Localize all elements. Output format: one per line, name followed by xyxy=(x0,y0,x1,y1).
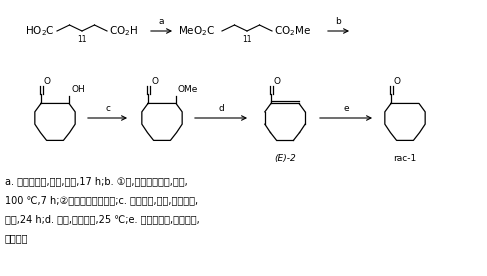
Text: OMe: OMe xyxy=(178,86,198,94)
Text: OH: OH xyxy=(71,86,85,94)
Text: 11: 11 xyxy=(77,35,87,44)
Text: e: e xyxy=(343,104,349,113)
Text: 100 ℃,7 h;②一水合对甲苯磺酸;c. 甲磺酰氯,吡啶,二氯甲烷,: 100 ℃,7 h;②一水合对甲苯磺酸;c. 甲磺酰氯,吡啶,二氯甲烷, xyxy=(5,195,198,205)
Text: a. 对甲苯磺酸,甲醇,回流,17 h;b. ①钠,三甲基氯化硅,甲苯,: a. 对甲苯磺酸,甲醇,回流,17 h;b. ①钠,三甲基氯化硅,甲苯, xyxy=(5,176,188,186)
Text: CO$_2$H: CO$_2$H xyxy=(109,24,138,38)
Text: O: O xyxy=(151,78,158,86)
Text: c: c xyxy=(105,104,110,113)
Text: (E)-2: (E)-2 xyxy=(274,154,296,163)
Text: rac-1: rac-1 xyxy=(393,154,416,163)
Text: O: O xyxy=(274,78,281,86)
Text: a: a xyxy=(158,17,164,26)
Text: O: O xyxy=(394,78,401,86)
Text: b: b xyxy=(335,17,341,26)
Text: O: O xyxy=(44,78,51,86)
Text: CO$_2$Me: CO$_2$Me xyxy=(274,24,311,38)
Text: 四氢呋喃: 四氢呋喃 xyxy=(5,233,29,243)
Text: 11: 11 xyxy=(242,35,252,44)
Text: MeO$_2$C: MeO$_2$C xyxy=(178,24,215,38)
Text: 室温,24 h;d. 硫酸,二氯甲烷,25 ℃;e. 甲基碘化镁,碘化亚铜,: 室温,24 h;d. 硫酸,二氯甲烷,25 ℃;e. 甲基碘化镁,碘化亚铜, xyxy=(5,214,200,224)
Text: HO$_2$C: HO$_2$C xyxy=(25,24,55,38)
Text: d: d xyxy=(218,104,224,113)
